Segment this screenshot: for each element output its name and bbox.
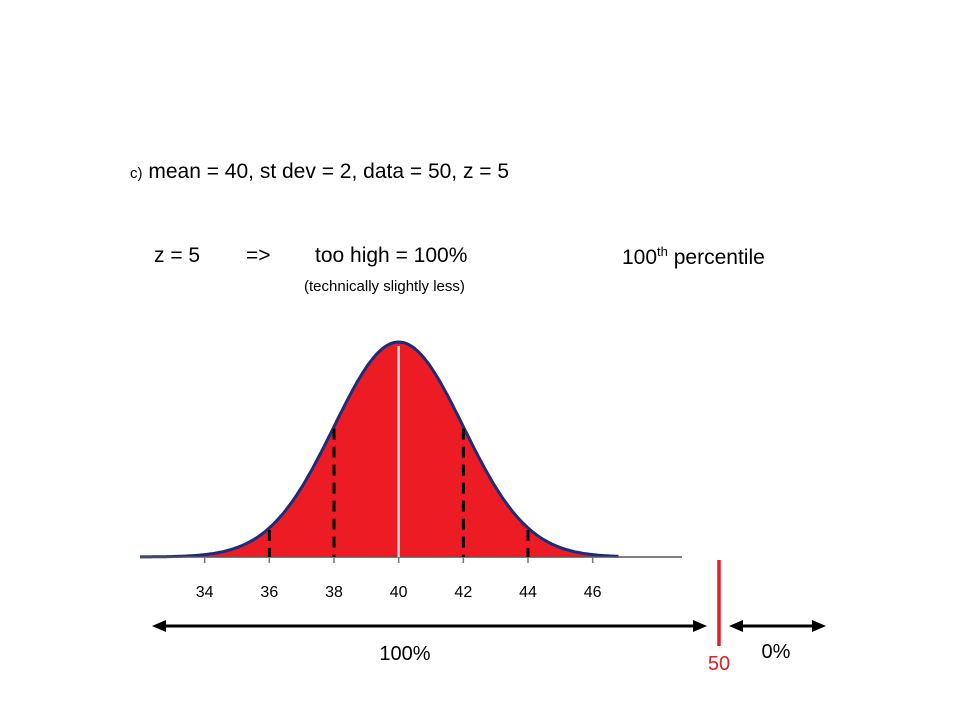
right-arrow-head-right: [812, 620, 826, 632]
x-axis-ticks: [203, 557, 594, 563]
left-region-label: 100%: [379, 643, 430, 665]
implies-arrow-text: =>: [246, 244, 271, 267]
percentile-suffix: th: [657, 244, 668, 259]
givens-text: mean = 40, st dev = 2, data = 50, z = 5: [148, 160, 510, 183]
x-tick-label: 40: [390, 584, 408, 601]
percentile-number: 100: [622, 246, 658, 269]
x-tick-label: 34: [196, 584, 214, 601]
problem-givens-line: c) mean = 40, st dev = 2, data = 50, z =…: [130, 160, 509, 184]
data-value-label: 50: [708, 653, 730, 675]
x-tick-label: 36: [260, 584, 278, 601]
result-text: too high = 100%: [315, 244, 468, 267]
x-tick-label: 42: [454, 584, 472, 601]
x-tick-label: 44: [519, 584, 537, 601]
part-label: c): [130, 165, 143, 182]
right-region-arrow: [729, 620, 826, 632]
x-axis-tick-labels: 34 36 38 40 42 44 46: [196, 584, 602, 601]
x-tick-label: 38: [325, 584, 343, 601]
left-arrow-head-left: [152, 620, 166, 632]
percentile-word: percentile: [673, 246, 765, 269]
shaded-area: [140, 342, 619, 557]
percentile-text: 100th percentile: [622, 244, 765, 270]
sd-dashed-lines: [267, 428, 530, 557]
x-tick-label: 46: [584, 584, 602, 601]
left-arrow-head-right: [693, 620, 707, 632]
technicality-note: (technically slightly less): [304, 278, 465, 295]
right-arrow-head-left: [729, 620, 743, 632]
left-region-arrow: [152, 620, 707, 632]
curve-outline: [140, 340, 619, 559]
right-region-label: 0%: [762, 641, 791, 663]
z-value-text: z = 5: [154, 244, 201, 267]
